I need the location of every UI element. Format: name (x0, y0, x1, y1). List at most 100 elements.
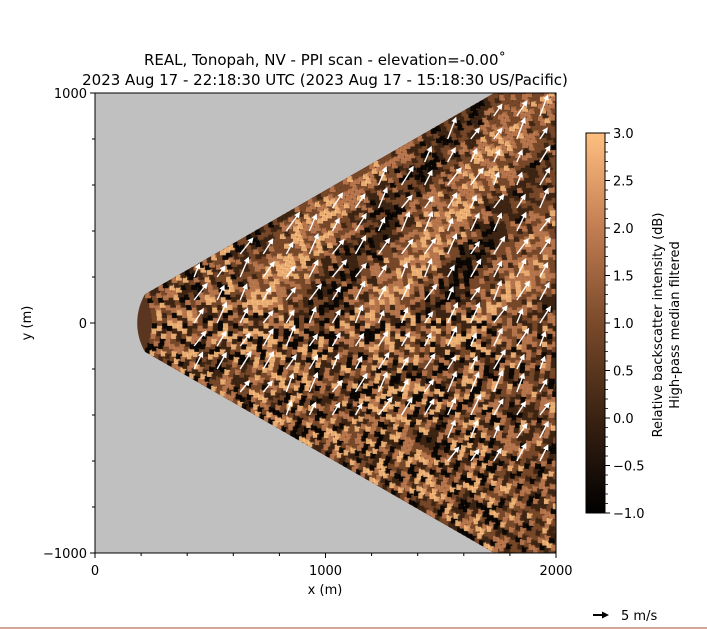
backscatter-cell (551, 396, 556, 403)
backscatter-cell (430, 335, 437, 342)
backscatter-cell (237, 376, 244, 383)
backscatter-cell (480, 351, 487, 358)
backscatter-cell (459, 390, 466, 397)
backscatter-cell (503, 164, 510, 171)
backscatter-cell (461, 110, 468, 117)
backscatter-cell (260, 268, 267, 275)
backscatter-cell (440, 505, 447, 512)
backscatter-cell (521, 341, 528, 348)
backscatter-cell (253, 391, 260, 398)
backscatter-cell (496, 343, 502, 350)
backscatter-cell (527, 317, 534, 324)
backscatter-cell (373, 239, 380, 246)
backscatter-cell (491, 325, 498, 332)
backscatter-cell (358, 415, 365, 422)
backscatter-cell (543, 154, 550, 161)
backscatter-cell (401, 470, 407, 477)
backscatter-cell (415, 377, 422, 384)
backscatter-cell (151, 317, 158, 324)
backscatter-cell (313, 338, 320, 345)
backscatter-cell (278, 325, 285, 332)
backscatter-cell (339, 325, 346, 332)
backscatter-cell (397, 408, 404, 415)
backscatter-cell (213, 288, 220, 295)
backscatter-cell (486, 526, 493, 532)
wind-vector (539, 420, 549, 439)
backscatter-cell (325, 224, 332, 231)
backscatter-cell (455, 383, 462, 390)
backscatter-cell (402, 428, 408, 435)
backscatter-cell (415, 238, 422, 245)
backscatter-cell (462, 133, 469, 140)
backscatter-cell (490, 467, 497, 474)
backscatter-cell (527, 228, 534, 235)
backscatter-cell (409, 439, 416, 445)
backscatter-cell (257, 406, 264, 413)
backscatter-cell (411, 223, 418, 230)
backscatter-cell (352, 354, 359, 361)
backscatter-cell (361, 364, 368, 371)
backscatter-cell (226, 251, 233, 258)
backscatter-cell (477, 377, 484, 384)
backscatter-cell (529, 520, 536, 526)
backscatter-cell (165, 304, 172, 311)
backscatter-cell (392, 388, 399, 395)
backscatter-cell (465, 107, 472, 114)
backscatter-cell (507, 132, 513, 139)
backscatter-cell (402, 441, 409, 448)
backscatter-cell (303, 213, 310, 220)
backscatter-cell (435, 198, 442, 205)
backscatter-cell (354, 312, 361, 319)
backscatter-cell (433, 275, 439, 282)
backscatter-cell (366, 362, 373, 369)
backscatter-cell (232, 306, 239, 313)
backscatter-cell (481, 304, 488, 311)
backscatter-cell (235, 369, 241, 376)
wind-vector (470, 167, 484, 186)
backscatter-cell (435, 296, 442, 303)
backscatter-cell (526, 301, 533, 308)
backscatter-cell (332, 349, 339, 355)
colorbar-tick-label: 3.0 (613, 127, 634, 142)
backscatter-cell (373, 382, 380, 389)
backscatter-cell (219, 348, 226, 355)
backscatter-cell (377, 362, 383, 369)
backscatter-cell (251, 384, 257, 391)
backscatter-cell (458, 503, 465, 510)
backscatter-cell (507, 174, 514, 181)
backscatter-cell (462, 375, 469, 382)
backscatter-cell (442, 464, 449, 471)
backscatter-cell (365, 267, 371, 274)
backscatter-cell (437, 449, 444, 456)
backscatter-cell (515, 139, 522, 146)
backscatter-cell (439, 408, 446, 415)
backscatter-cell (460, 486, 467, 493)
backscatter-cell (235, 393, 242, 400)
backscatter-cell (550, 448, 556, 454)
backscatter-cell (345, 456, 352, 463)
backscatter-cell (246, 234, 253, 241)
backscatter-cell (500, 184, 507, 191)
backscatter-cell (389, 380, 396, 387)
backscatter-cell (493, 370, 500, 377)
wind-vector (423, 145, 433, 163)
backscatter-cell (332, 412, 339, 419)
backscatter-cell (421, 264, 428, 271)
backscatter-cell (435, 185, 442, 192)
backscatter-cell (486, 256, 493, 263)
backscatter-cell (397, 426, 404, 433)
backscatter-cell (449, 498, 456, 505)
backscatter-cell (317, 374, 324, 381)
backscatter-cell (319, 320, 326, 326)
backscatter-cell (437, 267, 443, 274)
backscatter-cell (404, 496, 411, 503)
backscatter-cell (354, 425, 361, 432)
wind-vector (470, 194, 477, 209)
backscatter-cell (504, 182, 511, 189)
backscatter-cell (521, 249, 528, 255)
backscatter-cell (516, 333, 523, 340)
backscatter-cell (479, 172, 486, 179)
backscatter-cell (512, 159, 519, 166)
backscatter-cell (461, 426, 468, 433)
backscatter-cell (511, 202, 517, 209)
